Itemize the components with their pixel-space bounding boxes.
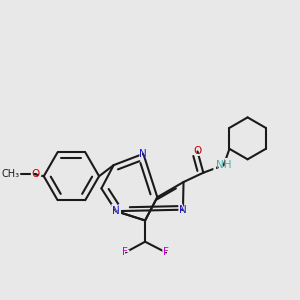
Text: O: O: [32, 169, 40, 179]
Text: F: F: [122, 248, 128, 257]
Text: CH₃: CH₃: [2, 169, 20, 179]
Text: NH: NH: [212, 158, 236, 172]
Text: N: N: [177, 202, 189, 217]
Text: N: N: [137, 146, 149, 161]
Text: N: N: [110, 204, 122, 219]
Text: F: F: [161, 245, 171, 260]
Text: NH: NH: [216, 160, 232, 170]
Text: N: N: [112, 206, 120, 216]
Text: N: N: [179, 205, 187, 215]
Text: F: F: [120, 245, 130, 260]
Text: O: O: [29, 167, 42, 182]
Text: F: F: [163, 248, 169, 257]
Text: O: O: [194, 146, 202, 157]
Text: O: O: [191, 144, 204, 159]
Text: N: N: [140, 149, 147, 159]
